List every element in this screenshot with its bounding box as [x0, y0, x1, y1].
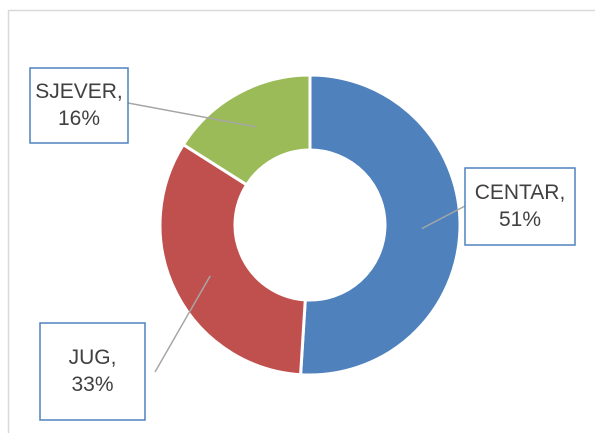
donut-slice [181, 73, 312, 187]
label-box [464, 167, 576, 246]
donut-slice [298, 73, 462, 377]
leader-line [421, 205, 466, 230]
donut-slice [158, 142, 307, 377]
leader-line [154, 275, 211, 373]
label-value: 51% [499, 208, 541, 231]
label-value: 33% [71, 373, 113, 396]
label-category: CENTAR, [475, 181, 566, 204]
label-category: SJEVER, [35, 80, 123, 103]
label-box [29, 67, 129, 144]
slices [158, 73, 462, 377]
label-category: JUG, [69, 346, 117, 369]
label-box [39, 322, 146, 421]
leader-line [127, 102, 257, 128]
label-value: 16% [58, 107, 100, 130]
labels: CENTAR, 51% JUG, 33% SJEVER, 16% [29, 67, 576, 421]
